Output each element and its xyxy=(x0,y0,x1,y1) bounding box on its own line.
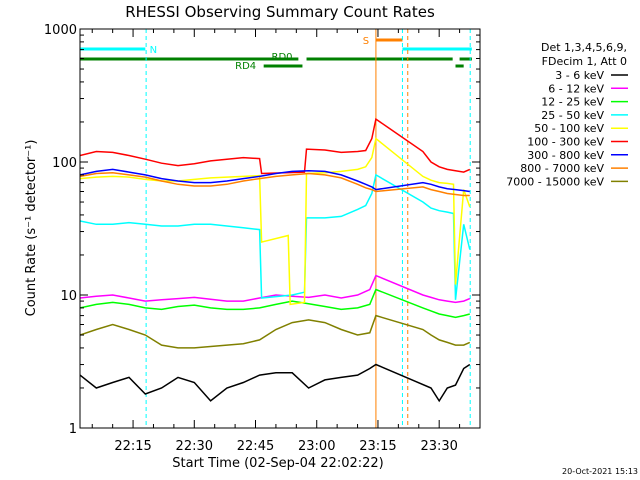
x-tick-label: 23:15 xyxy=(359,439,396,454)
series-7000-15000-kev xyxy=(80,314,471,349)
legend-entry-label: 7000 - 15000 keV xyxy=(506,175,604,188)
legend-entry-label: 3 - 6 keV xyxy=(555,69,604,82)
series-lines xyxy=(80,117,471,403)
y-axis-label: Count Rate (s⁻¹ detector⁻¹) xyxy=(24,140,39,317)
series-300-800-kev xyxy=(80,168,470,193)
series-100-300-kev xyxy=(80,117,471,175)
x-tick-label: 23:30 xyxy=(420,439,457,454)
y-tick-label: 10 xyxy=(60,289,77,304)
legend-entry-label: 100 - 300 keV xyxy=(527,136,604,149)
series-800-7000-kev xyxy=(80,172,470,197)
legend-entry-label: 25 - 50 keV xyxy=(541,109,604,122)
generated-timestamp: 20-Oct-2021 15:13 xyxy=(562,467,638,476)
series-3-6-kev xyxy=(80,363,471,403)
legend: Det 1,3,4,5,6,9,FDecim 1, Att 03 - 6 keV… xyxy=(506,41,628,188)
state-bar-label: S xyxy=(363,36,369,47)
legend-header: FDecim 1, Att 0 xyxy=(542,55,627,68)
legend-entry-label: 6 - 12 keV xyxy=(548,82,604,95)
plot-frame xyxy=(79,28,481,429)
series-25-50-kev xyxy=(80,173,471,300)
state-bar-label: RD4 xyxy=(235,61,256,72)
x-tick-label: 22:30 xyxy=(176,439,213,454)
legend-entry-label: 800 - 7000 keV xyxy=(520,162,604,175)
legend-entry-label: 50 - 100 keV xyxy=(534,122,604,135)
chart-title: RHESSI Observing Summary Count Rates xyxy=(125,3,435,21)
legend-header: Det 1,3,4,5,6,9, xyxy=(541,41,627,54)
x-tick-label: 22:45 xyxy=(237,439,274,454)
series-12-25-kev xyxy=(80,288,470,319)
series-50-100-kev xyxy=(80,137,471,306)
state-bar-label: RD0 xyxy=(272,52,293,63)
x-tick-label: 23:00 xyxy=(298,439,335,454)
state-bars: N S RD0 RD4 xyxy=(80,36,472,72)
x-axis: 22:15 22:30 22:45 23:00 23:15 23:30 xyxy=(91,29,461,454)
legend-entry-label: 12 - 25 keV xyxy=(541,96,604,109)
state-bar-label: N xyxy=(150,45,157,56)
series-6-12-kev xyxy=(80,274,471,304)
x-tick-label: 22:15 xyxy=(114,439,151,454)
y-axis: 1 10 100 1000 xyxy=(44,23,480,437)
reference-lines xyxy=(145,29,471,428)
y-tick-label: 1000 xyxy=(44,23,77,38)
y-tick-label: 1 xyxy=(69,422,77,437)
legend-entry-label: 300 - 800 keV xyxy=(527,149,604,162)
x-axis-label: Start Time (02-Sep-04 22:02:22) xyxy=(172,456,383,471)
y-tick-label: 100 xyxy=(52,156,77,171)
